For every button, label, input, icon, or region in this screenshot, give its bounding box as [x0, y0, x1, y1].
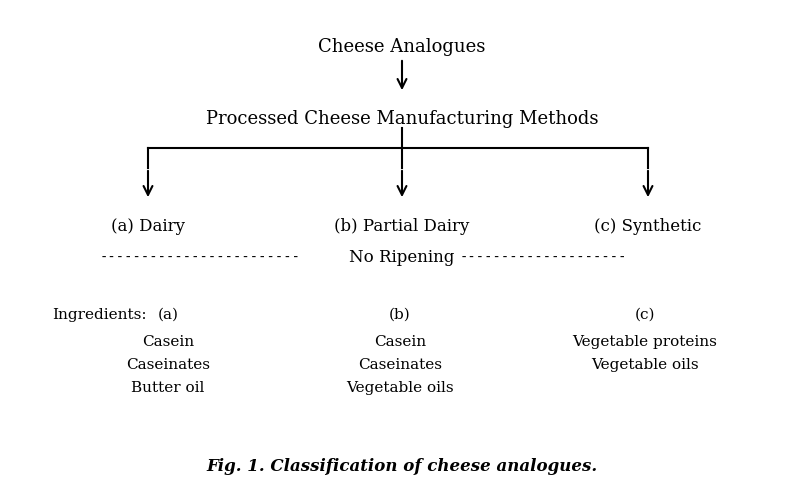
Text: (c) Synthetic: (c) Synthetic	[593, 218, 701, 235]
Text: Vegetable oils: Vegetable oils	[346, 381, 453, 395]
Text: (b): (b)	[389, 308, 410, 322]
Text: Fig. 1. Classification of cheese analogues.: Fig. 1. Classification of cheese analogu…	[206, 458, 597, 475]
Text: Caseinates: Caseinates	[126, 358, 210, 372]
Text: Butter oil: Butter oil	[131, 381, 205, 395]
Text: (b) Partial Dairy: (b) Partial Dairy	[334, 218, 469, 235]
Text: Casein: Casein	[373, 335, 426, 349]
Text: Casein: Casein	[142, 335, 194, 349]
Text: (a) Dairy: (a) Dairy	[111, 218, 185, 235]
Text: Vegetable proteins: Vegetable proteins	[572, 335, 716, 349]
Text: Caseinates: Caseinates	[357, 358, 442, 372]
Text: --------------------: --------------------	[459, 251, 626, 265]
Text: No Ripening: No Ripening	[349, 249, 454, 267]
Text: Vegetable oils: Vegetable oils	[590, 358, 698, 372]
Text: Processed Cheese Manufacturing Methods: Processed Cheese Manufacturing Methods	[206, 110, 597, 128]
Text: (a): (a)	[157, 308, 178, 322]
Text: ------------------------: ------------------------	[100, 251, 300, 265]
Text: Ingredients:: Ingredients:	[52, 308, 146, 322]
Text: (c): (c)	[634, 308, 654, 322]
Text: Cheese Analogues: Cheese Analogues	[318, 38, 485, 56]
